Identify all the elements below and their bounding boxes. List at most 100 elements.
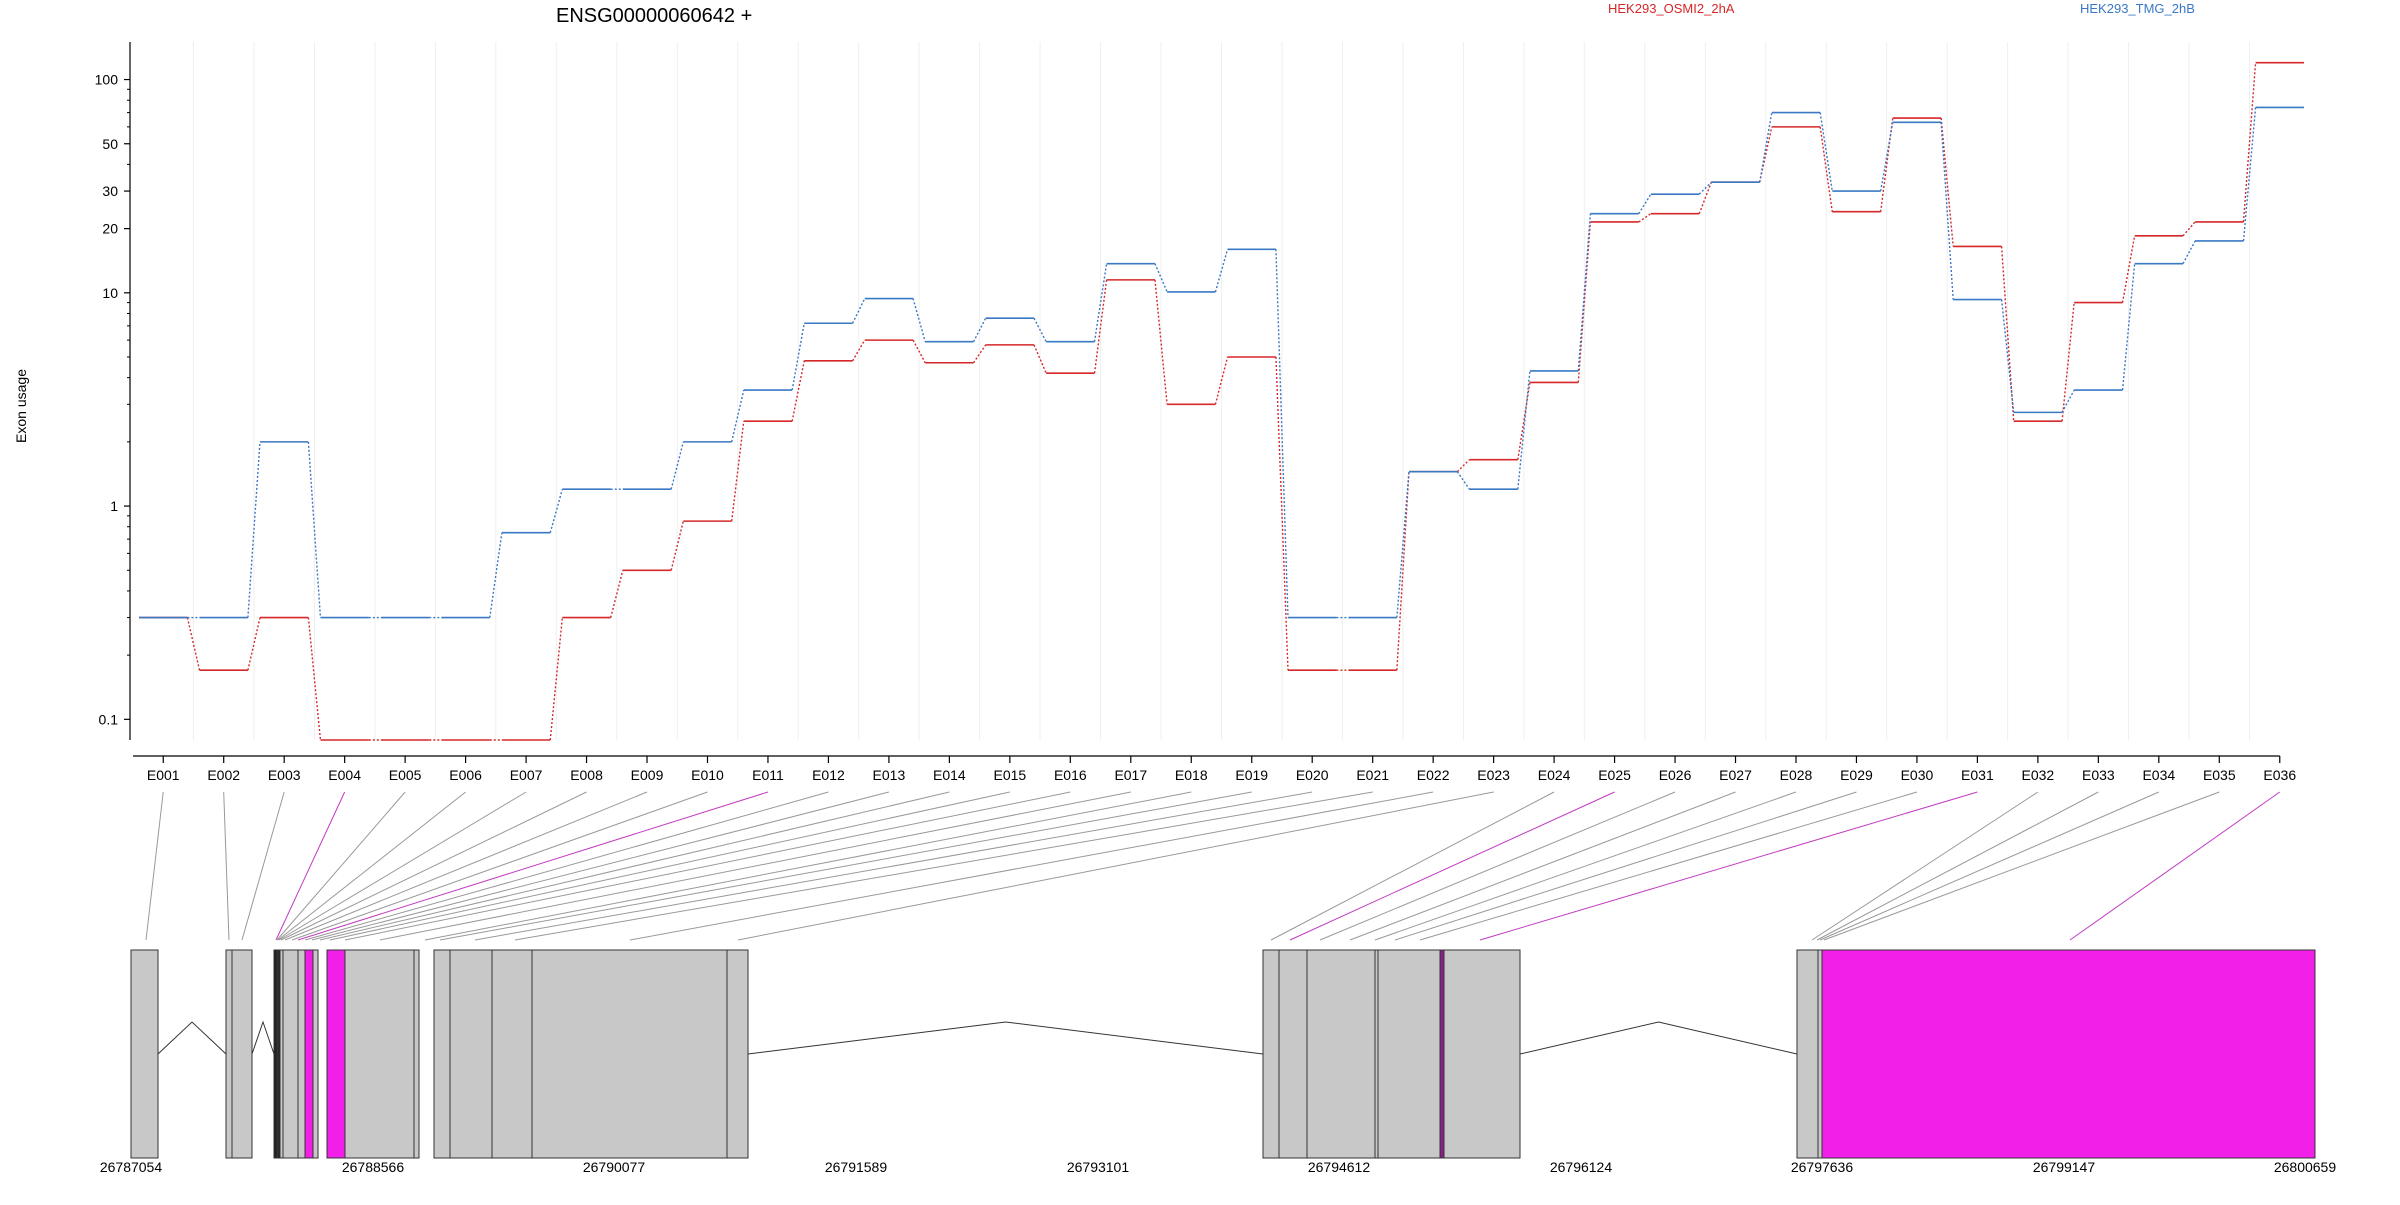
exon-connector-line <box>1270 791 1555 941</box>
exon-block <box>312 949 319 1159</box>
exon-block <box>326 949 346 1159</box>
exon-block <box>1439 949 1445 1159</box>
series-connector <box>972 317 987 343</box>
exon-connector-line <box>311 791 890 941</box>
x-tick-label: E031 <box>1961 767 1994 783</box>
exon-block <box>1306 949 1376 1159</box>
exon-connector-line <box>241 791 285 941</box>
x-tick-label: E024 <box>1538 767 1571 783</box>
exon-connector-line <box>379 791 1131 941</box>
coordinate-label: 26791589 <box>825 1159 888 1175</box>
exon-connector-line <box>1816 791 2099 941</box>
series-connector <box>186 617 201 671</box>
exon-connector-line <box>1349 791 1736 941</box>
exon-connector-line <box>319 791 950 941</box>
x-tick-label: E004 <box>328 767 361 783</box>
series-connector <box>1214 356 1229 405</box>
x-tick-label: E015 <box>993 767 1026 783</box>
x-tick-label: E003 <box>268 767 301 783</box>
exon-connectors <box>145 791 2281 941</box>
exon-block <box>531 949 728 1159</box>
series-connector <box>1396 471 1410 671</box>
x-tick-label: E018 <box>1175 767 1208 783</box>
x-tick-label: E027 <box>1719 767 1752 783</box>
exon-block <box>297 949 306 1159</box>
legend-series-2: HEK293_TMG_2hB <box>2080 1 2195 16</box>
exon-connector-line <box>629 791 1434 941</box>
exon-block <box>491 949 533 1159</box>
x-tick-label: E007 <box>510 767 543 783</box>
y-tick-label: 0.1 <box>99 711 119 727</box>
series-connector <box>2242 62 2257 222</box>
series-connector <box>1154 279 1168 405</box>
y-tick-label: 100 <box>95 72 119 88</box>
x-tick-label: E010 <box>691 767 724 783</box>
exon-block <box>433 949 451 1159</box>
y-tick-label: 1 <box>110 498 118 514</box>
series-connector <box>1154 263 1168 293</box>
coordinate-label: 26796124 <box>1550 1159 1613 1175</box>
x-tick-label: E011 <box>752 767 784 783</box>
x-tick-label: E021 <box>1356 767 1389 783</box>
series-2 <box>139 106 2304 619</box>
intron-line <box>157 1021 227 1055</box>
exon-block <box>413 949 420 1159</box>
x-tick-label: E013 <box>873 767 906 783</box>
x-tick-label: E026 <box>1659 767 1692 783</box>
exon-block <box>1443 949 1521 1159</box>
exon-connector-line <box>304 791 829 941</box>
x-tick-label: E002 <box>207 767 240 783</box>
exon-connector-line <box>424 791 1192 941</box>
series-connector <box>1456 459 1470 473</box>
exon-block <box>1377 949 1441 1159</box>
exon-connector-line <box>514 791 1373 941</box>
series-connector <box>1093 263 1108 342</box>
series-connector <box>730 421 745 522</box>
intron-line <box>1519 1021 1798 1055</box>
exon-block <box>225 949 233 1159</box>
exon-connector-line <box>1811 791 2039 941</box>
exon-block <box>1821 949 2316 1159</box>
coordinate-label: 26794612 <box>1308 1159 1371 1175</box>
series-connector <box>1698 181 1712 214</box>
x-tick-label: E034 <box>2142 767 2175 783</box>
x-tick-label: E030 <box>1901 767 1934 783</box>
grid-lines <box>192 42 2251 740</box>
exon-connector-line <box>1374 791 1797 941</box>
exon-block <box>130 949 159 1159</box>
series-connector <box>549 617 564 741</box>
series-connector <box>2182 221 2196 237</box>
exon-connector-line <box>297 791 769 941</box>
intron-line <box>747 1021 1264 1055</box>
x-tick-label: E012 <box>812 767 845 783</box>
series-connector <box>912 339 926 364</box>
series-connector <box>1033 317 1047 343</box>
y-axis-label: Exon usage <box>13 369 29 443</box>
x-tick-label: E019 <box>1235 767 1268 783</box>
exon-connector-line <box>284 791 648 941</box>
x-tick-label: E033 <box>2082 767 2115 783</box>
series-lines <box>139 61 2304 741</box>
exon-connector-line <box>145 791 164 941</box>
legend-series-1: HEK293_OSMI2_2hA <box>1608 1 1735 16</box>
x-tick-label: E017 <box>1114 767 1147 783</box>
exon-block <box>304 949 314 1159</box>
series-connector <box>247 617 261 671</box>
x-tick-label: E035 <box>2203 767 2236 783</box>
exon-connector-line <box>1823 791 2220 941</box>
series-connector <box>1275 356 1289 671</box>
coordinate-label: 26790077 <box>583 1159 646 1175</box>
exon-connector-line <box>2069 791 2281 941</box>
series-connector <box>2182 240 2196 264</box>
x-tick-label: E032 <box>2022 767 2055 783</box>
series-connector <box>307 617 322 741</box>
series-connector <box>247 441 261 618</box>
exon-connector-line <box>737 791 1494 941</box>
exon-connector-line <box>223 791 230 941</box>
exon-connector-line <box>1819 791 2160 941</box>
series-connector <box>670 520 684 571</box>
x-tick-label: E014 <box>933 767 966 783</box>
exon-connector-line <box>278 791 527 941</box>
exon-connector-line <box>1394 791 1857 941</box>
